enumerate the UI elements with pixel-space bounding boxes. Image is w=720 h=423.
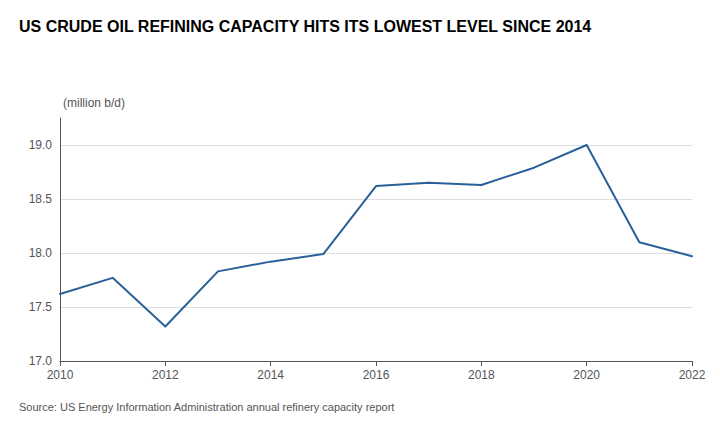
svg-text:18.5: 18.5: [29, 192, 53, 206]
svg-text:2020: 2020: [573, 368, 600, 382]
svg-text:2012: 2012: [152, 368, 179, 382]
svg-text:2016: 2016: [363, 368, 390, 382]
svg-text:18.0: 18.0: [29, 246, 53, 260]
svg-text:(million b/d): (million b/d): [63, 96, 125, 110]
svg-text:17.0: 17.0: [29, 354, 53, 368]
svg-text:2022: 2022: [679, 368, 706, 382]
svg-text:2018: 2018: [468, 368, 495, 382]
svg-text:19.0: 19.0: [29, 138, 53, 152]
svg-text:17.5: 17.5: [29, 300, 53, 314]
svg-text:2014: 2014: [257, 368, 284, 382]
svg-text:Source: US Energy Information: Source: US Energy Information Administra…: [19, 401, 394, 413]
svg-text:US CRUDE OIL REFINING CAPACITY: US CRUDE OIL REFINING CAPACITY HITS ITS …: [19, 18, 591, 35]
svg-text:2010: 2010: [47, 368, 74, 382]
